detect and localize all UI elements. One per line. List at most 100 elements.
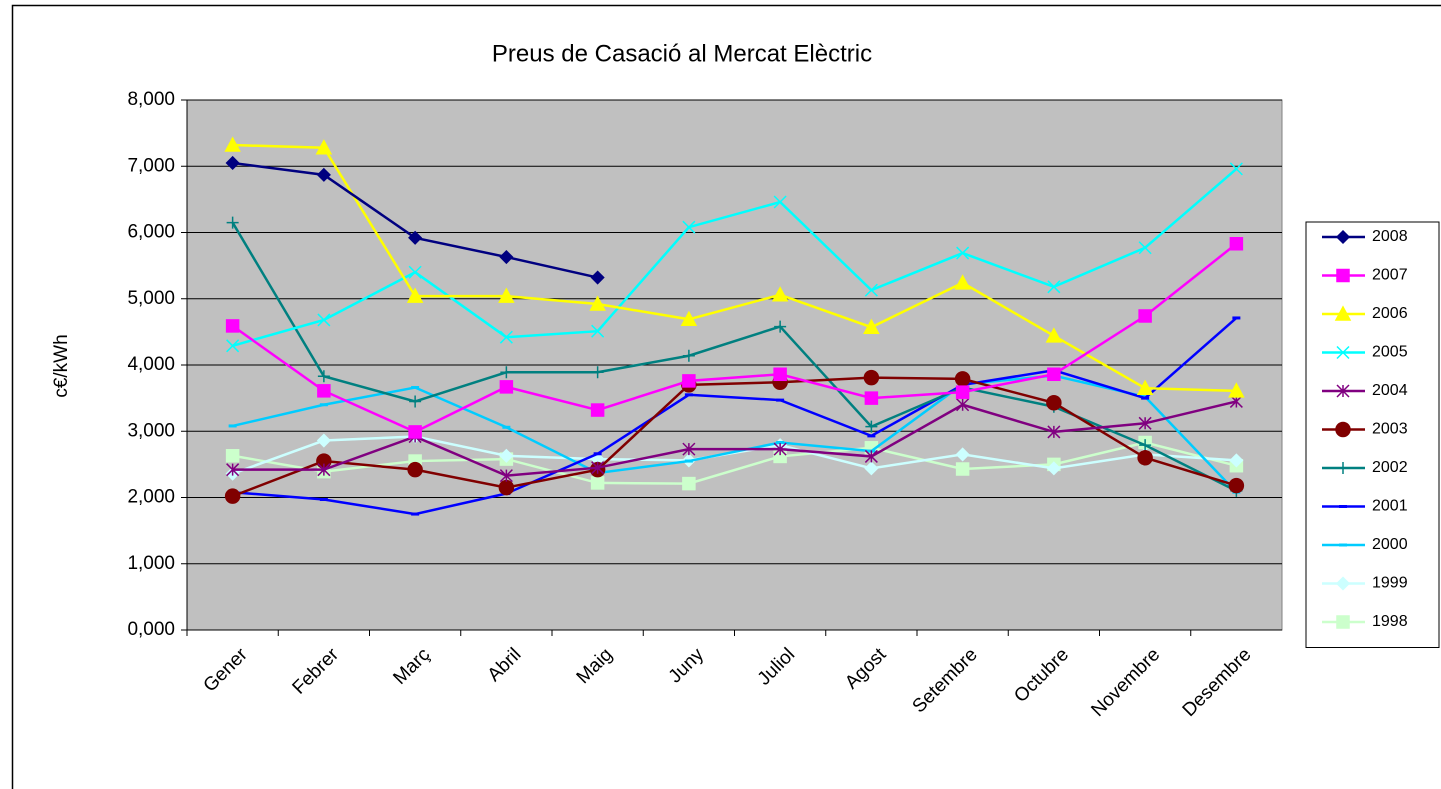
- data-point: [864, 391, 879, 405]
- data-point: [225, 449, 240, 463]
- y-tick-label: 7,000: [127, 155, 175, 176]
- legend-label: 2008: [1372, 228, 1408, 245]
- data-point: [499, 448, 514, 463]
- data-point: [955, 462, 970, 476]
- data-point: [955, 447, 970, 462]
- series-line: [232, 400, 1237, 477]
- data-point: [956, 246, 970, 260]
- data-point: [499, 469, 513, 483]
- data-point: [317, 313, 331, 327]
- data-point: [774, 320, 787, 333]
- y-tick-label: 2,000: [127, 487, 175, 508]
- legend-marker: [1335, 421, 1351, 438]
- legend-marker: [1335, 229, 1351, 245]
- series-line: [232, 441, 1237, 485]
- data-point: [407, 461, 423, 478]
- data-point: [1137, 450, 1153, 466]
- data-point: [1046, 395, 1062, 411]
- legend-marker: [1336, 384, 1350, 398]
- data-point: [954, 371, 971, 387]
- data-point: [1047, 367, 1061, 382]
- legend-label: 2002: [1372, 459, 1408, 476]
- data-point: [315, 139, 333, 155]
- data-point: [591, 461, 605, 475]
- legend-label: 2007: [1372, 267, 1408, 284]
- data-point: [1228, 477, 1245, 494]
- data-point: [956, 398, 970, 412]
- y-axis-label: c€/kWh: [51, 334, 72, 397]
- data-point: [1045, 327, 1063, 343]
- data-point: [682, 442, 696, 456]
- data-point: [1046, 461, 1061, 476]
- data-point: [954, 274, 971, 290]
- data-point: [1138, 416, 1152, 430]
- legend-label: 2005: [1372, 344, 1408, 361]
- series-line: [232, 317, 1238, 516]
- data-point: [1136, 379, 1154, 395]
- data-point: [591, 366, 604, 379]
- data-point: [224, 488, 241, 504]
- legend-label: 2004: [1372, 382, 1408, 399]
- y-tick-label: 8,000: [127, 89, 175, 110]
- legend-marker: [1334, 305, 1352, 321]
- data-point: [408, 425, 422, 439]
- data-point: [1229, 237, 1244, 251]
- data-point: [408, 230, 423, 245]
- series-line: [232, 376, 1237, 498]
- data-point: [226, 463, 240, 477]
- data-point: [590, 403, 605, 417]
- data-point: [498, 287, 515, 303]
- data-point: [226, 339, 240, 353]
- data-point: [1047, 280, 1061, 294]
- data-point: [316, 433, 331, 448]
- legend-marker: [1335, 576, 1351, 591]
- data-point: [680, 310, 698, 327]
- legend-marker: [1337, 462, 1349, 474]
- y-tick-label: 6,000: [127, 222, 175, 243]
- legend-label: 2003: [1372, 421, 1408, 438]
- data-point: [771, 286, 789, 302]
- chart-title: Preus de Casació al Mercat Elèctric: [492, 40, 872, 67]
- data-point: [955, 385, 970, 399]
- data-point: [226, 216, 239, 229]
- legend-label: 1998: [1372, 613, 1408, 630]
- data-point: [1229, 162, 1243, 176]
- data-point: [864, 283, 878, 297]
- data-point: [317, 370, 330, 383]
- data-point: [499, 330, 513, 344]
- legend-box: [1305, 221, 1440, 648]
- data-point: [589, 295, 606, 311]
- series-line: [232, 374, 1238, 494]
- y-tick-label: 5,000: [127, 288, 175, 309]
- y-tick-label: 0,000: [127, 619, 175, 640]
- y-tick-label: 4,000: [127, 354, 175, 375]
- data-point: [1228, 382, 1245, 398]
- data-point: [773, 195, 787, 209]
- data-point: [682, 476, 696, 491]
- data-point: [500, 366, 513, 379]
- legend-marker: [1336, 345, 1350, 360]
- legend-label: 1999: [1372, 575, 1408, 592]
- series-line: [232, 143, 1237, 393]
- data-point: [863, 318, 880, 334]
- data-point: [682, 220, 696, 234]
- data-point: [225, 155, 240, 170]
- legend-label: 2006: [1372, 305, 1408, 322]
- data-point: [225, 319, 240, 333]
- legend-label: 2001: [1372, 498, 1408, 515]
- y-tick-label: 1,000: [127, 553, 175, 574]
- data-point: [590, 270, 605, 285]
- series-line: [232, 167, 1238, 347]
- legend-label: 2000: [1372, 536, 1408, 553]
- data-point: [773, 367, 787, 382]
- data-point: [864, 461, 879, 476]
- data-point: [316, 167, 331, 182]
- data-point: [409, 395, 422, 408]
- data-point: [864, 449, 878, 463]
- data-point: [499, 380, 514, 394]
- data-point: [317, 463, 331, 477]
- legend-marker: [1336, 615, 1350, 629]
- data-point: [317, 384, 331, 398]
- data-point: [773, 442, 787, 456]
